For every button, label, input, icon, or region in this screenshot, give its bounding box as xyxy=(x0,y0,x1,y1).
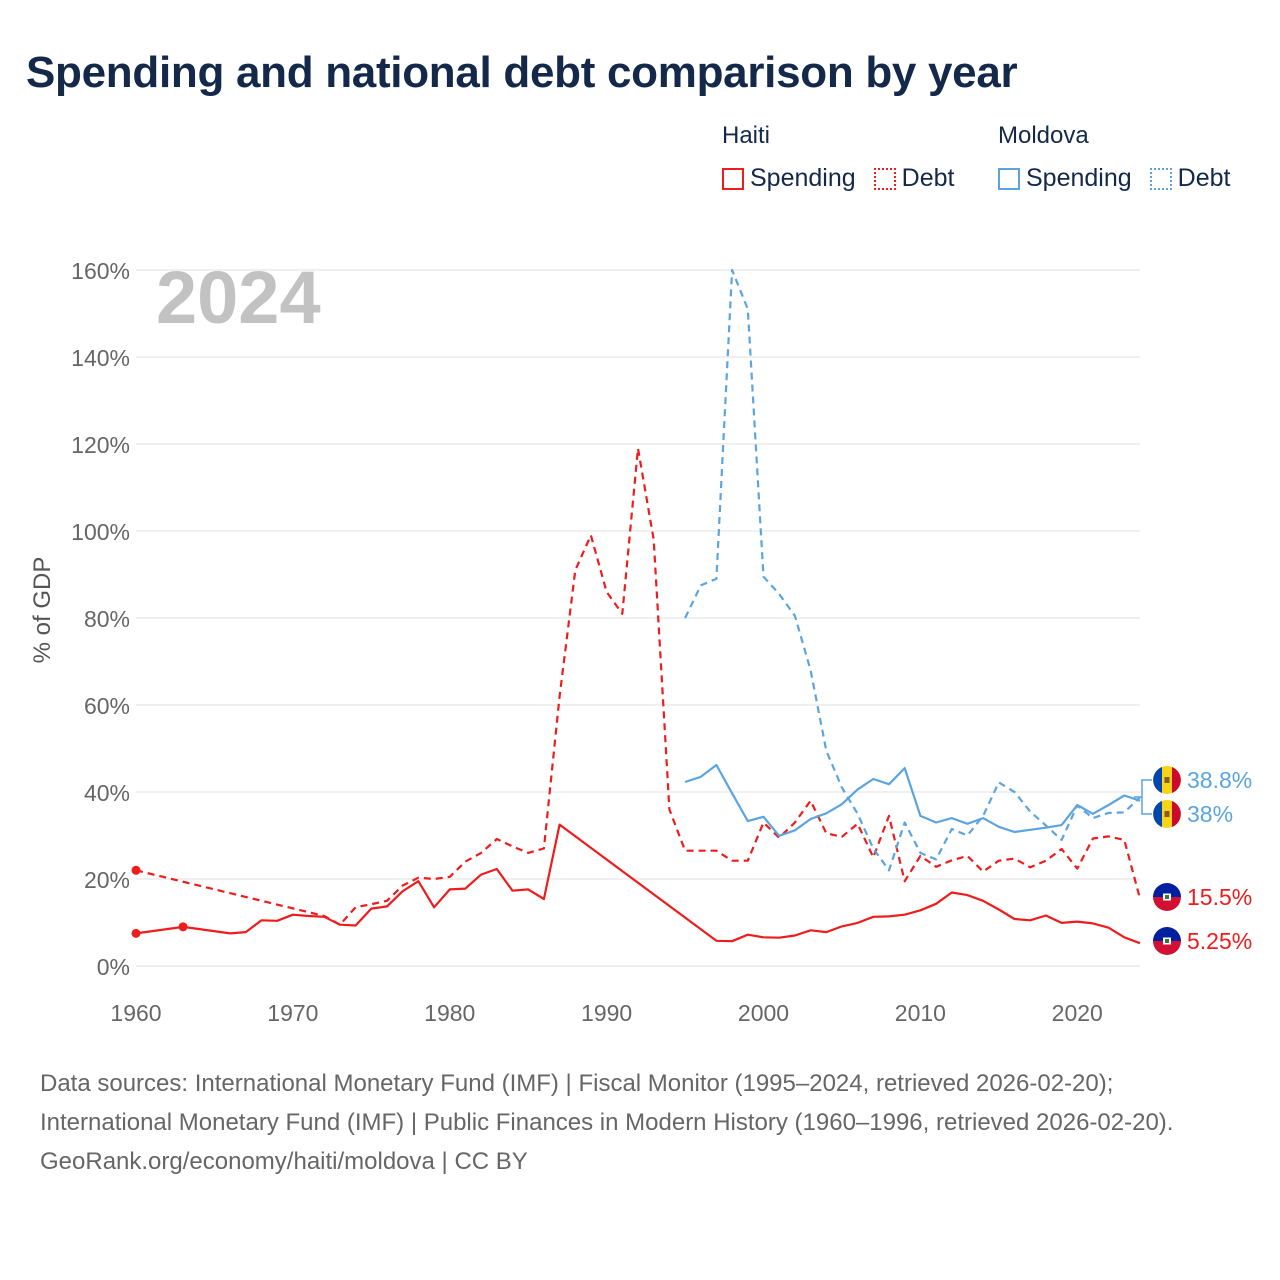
gridlines xyxy=(136,269,1140,967)
haiti-flag-red xyxy=(1153,897,1181,911)
y-tick-label-0: 0% xyxy=(97,954,130,980)
moldova-flag-red xyxy=(1172,801,1181,827)
moldova-flag-emblem xyxy=(1164,777,1170,783)
legend-solid-swatch-icon xyxy=(998,167,1020,190)
haiti-flag-icon xyxy=(1153,927,1181,955)
legend-solid-swatch-icon xyxy=(722,167,744,190)
y-axis-label: % of GDP xyxy=(29,557,56,664)
haiti-spending-end-label: 5.25% xyxy=(1187,928,1252,954)
moldova-flag-blue xyxy=(1153,801,1162,827)
y-tick-label-120: 120% xyxy=(71,432,130,458)
legend-country-haiti: Haiti xyxy=(722,122,771,149)
y-tick-label-100: 100% xyxy=(71,519,130,545)
x-tick-label-1970: 1970 xyxy=(267,1000,318,1026)
y-tick-label-160: 160% xyxy=(71,258,130,284)
credit-link[interactable]: GeoRank.org/economy/haiti/moldova | CC B… xyxy=(40,1148,528,1175)
moldova-flag-red xyxy=(1172,767,1181,793)
legend-haiti-debt-label: Debt xyxy=(901,164,955,192)
footer: Data sources: International Monetary Fun… xyxy=(40,1064,1240,1181)
legend-haiti-debt[interactable]: Debt xyxy=(873,164,955,193)
legend-haiti-spending[interactable]: Spending xyxy=(722,164,856,193)
x-tick-label-1980: 1980 xyxy=(424,1000,475,1026)
year-watermark: 2024 xyxy=(156,256,321,339)
legend-moldova-spending[interactable]: Spending xyxy=(998,164,1132,193)
legend-dotted-swatch-icon xyxy=(873,167,896,190)
y-axis-ticks: 0% 20% 40% 60% 80% 100% 120% 140% 160% xyxy=(71,258,130,980)
haiti-flag-red xyxy=(1153,941,1181,955)
legend-haiti: Haiti Spending Debt xyxy=(722,122,954,193)
y-tick-label-80: 80% xyxy=(84,606,130,632)
haiti-debt-end-label: 15.5% xyxy=(1187,884,1252,910)
chart-title: Spending and national debt comparison by… xyxy=(26,48,1018,97)
legend-moldova: Moldova Spending Debt xyxy=(998,122,1230,193)
moldova-flag-blue xyxy=(1153,767,1162,793)
haiti-flag-emblem-center xyxy=(1165,939,1169,943)
haiti-flag-icon xyxy=(1153,883,1181,911)
haiti-flag-blue xyxy=(1153,927,1181,941)
moldova-spending-line xyxy=(684,763,1141,837)
legend-moldova-debt[interactable]: Debt xyxy=(1149,164,1231,193)
series-lines xyxy=(131,268,1142,945)
moldova-flag-icon xyxy=(1153,766,1181,794)
x-tick-label-2000: 2000 xyxy=(738,1000,789,1026)
line-chart: 0%20%40%60%80%100%120%140%160% 1960 1970 1… xyxy=(29,256,1252,1026)
x-tick-label-2020: 2020 xyxy=(1052,1000,1103,1026)
moldova-flag-icon xyxy=(1153,800,1181,828)
haiti-flag-blue xyxy=(1153,883,1181,897)
moldova-spending-end-label: 38% xyxy=(1187,801,1233,827)
legend-moldova-debt-label: Debt xyxy=(1177,164,1231,192)
haiti-debt-point-1960 xyxy=(131,865,141,875)
y-tick-label-60: 60% xyxy=(84,693,130,719)
x-tick-label-1990: 1990 xyxy=(581,1000,632,1026)
moldova-flag-emblem xyxy=(1164,811,1170,817)
moldova-debt-line xyxy=(684,268,1141,872)
y-tick-label-20: 20% xyxy=(84,867,130,893)
haiti-spending-line xyxy=(135,823,1141,945)
legend-haiti-spending-label: Spending xyxy=(750,164,856,192)
haiti-debt-line xyxy=(135,447,1142,926)
data-sources: Data sources: International Monetary Fun… xyxy=(40,1070,1174,1136)
y-tick-label-140: 140% xyxy=(71,345,130,371)
end-labels: 38.8% 38% 15.5% 5.25% xyxy=(1134,766,1252,955)
legend-moldova-spending-label: Spending xyxy=(1026,164,1132,192)
moldova-debt-end-label: 38.8% xyxy=(1187,767,1252,793)
y-tick-label-40: 40% xyxy=(84,780,130,806)
legend-country-moldova: Moldova xyxy=(998,122,1089,149)
x-tick-label-2010: 2010 xyxy=(895,1000,946,1026)
x-axis-ticks: 1960 1970 1980 1990 2000 2010 2020 xyxy=(110,1000,1102,1026)
haiti-spending-point-1963 xyxy=(178,922,188,932)
haiti-spending-point-1960 xyxy=(131,928,141,938)
x-tick-label-1960: 1960 xyxy=(110,1000,161,1026)
moldova-label-connector xyxy=(1134,779,1152,815)
legend-dotted-swatch-icon xyxy=(1149,167,1172,190)
haiti-flag-emblem-center xyxy=(1165,895,1169,899)
